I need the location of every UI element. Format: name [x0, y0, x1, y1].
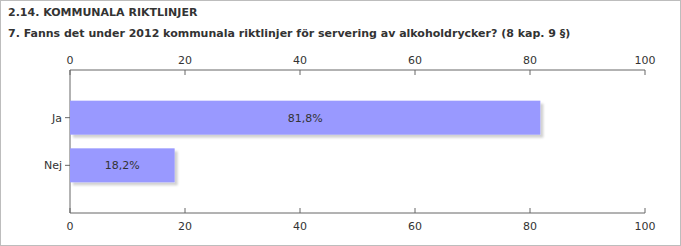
data-label: 18,2%	[105, 159, 140, 172]
tick-label-bottom: 40	[293, 220, 307, 233]
left-axis	[70, 70, 71, 213]
tick-label-bottom: 80	[523, 220, 537, 233]
tick-label-bottom: 20	[178, 220, 192, 233]
tick-label-top: 40	[293, 54, 307, 67]
category-label: Nej	[44, 159, 62, 172]
tick-top	[70, 70, 71, 75]
subtitle: 7. Fanns det under 2012 kommunala riktli…	[8, 27, 570, 40]
category-tick	[65, 117, 70, 118]
tick-bottom	[415, 208, 416, 213]
tick-bottom	[530, 208, 531, 213]
tick-label-top: 80	[523, 54, 537, 67]
tick-label-top: 0	[67, 54, 74, 67]
data-label: 81,8%	[288, 112, 323, 125]
title: 2.14. KOMMUNALA RIKTLINJER	[8, 6, 198, 19]
tick-bottom	[70, 208, 71, 213]
tick-label-bottom: 100	[635, 220, 656, 233]
tick-top	[300, 70, 301, 75]
top-axis	[70, 70, 645, 71]
tick-top	[645, 70, 646, 75]
tick-label-top: 20	[178, 54, 192, 67]
category-label: Ja	[51, 112, 62, 125]
bars	[70, 101, 540, 183]
tick-top	[530, 70, 531, 75]
chart-container: 2.14. KOMMUNALA RIKTLINJER 7. Fanns det u…	[0, 0, 681, 246]
tick-label-top: 60	[408, 54, 422, 67]
frame	[1, 1, 681, 246]
bottom-axis	[70, 213, 645, 214]
tick-label-bottom: 0	[67, 220, 74, 233]
tick-top	[415, 70, 416, 75]
chart-svg: 2.14. KOMMUNALA RIKTLINJER 7. Fanns det u…	[0, 0, 681, 246]
bar	[70, 148, 175, 182]
tick-top	[185, 70, 186, 75]
tick-bottom	[645, 208, 646, 213]
tick-bottom	[185, 208, 186, 213]
tick-label-bottom: 60	[408, 220, 422, 233]
tick-label-top: 100	[635, 54, 656, 67]
category-tick	[65, 165, 70, 166]
tick-bottom	[300, 208, 301, 213]
bar	[70, 101, 540, 135]
